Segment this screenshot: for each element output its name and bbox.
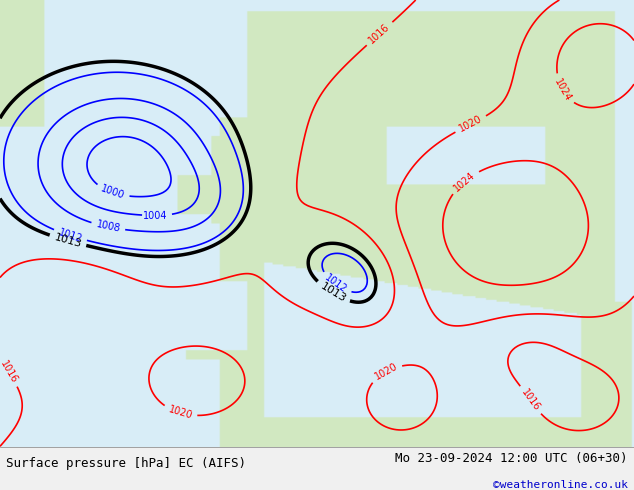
- Text: Surface pressure [hPa] EC (AIFS): Surface pressure [hPa] EC (AIFS): [6, 457, 247, 470]
- Text: 1012: 1012: [323, 273, 349, 295]
- Text: 1020: 1020: [167, 405, 193, 421]
- Text: 1000: 1000: [100, 184, 126, 201]
- Text: 1024: 1024: [452, 170, 477, 193]
- Text: 1020: 1020: [458, 114, 484, 134]
- Text: 1016: 1016: [0, 359, 19, 385]
- Text: 1012: 1012: [57, 227, 84, 244]
- Text: 1024: 1024: [552, 76, 573, 103]
- Text: 1013: 1013: [318, 281, 347, 304]
- Text: 1008: 1008: [95, 220, 121, 234]
- Text: 1013: 1013: [53, 232, 82, 249]
- Text: 1016: 1016: [519, 387, 541, 413]
- Text: 1016: 1016: [367, 22, 392, 46]
- Text: 1004: 1004: [143, 210, 167, 221]
- Text: ©weatheronline.co.uk: ©weatheronline.co.uk: [493, 480, 628, 490]
- Text: 1020: 1020: [373, 362, 399, 382]
- Text: Mo 23-09-2024 12:00 UTC (06+30): Mo 23-09-2024 12:00 UTC (06+30): [395, 452, 628, 466]
